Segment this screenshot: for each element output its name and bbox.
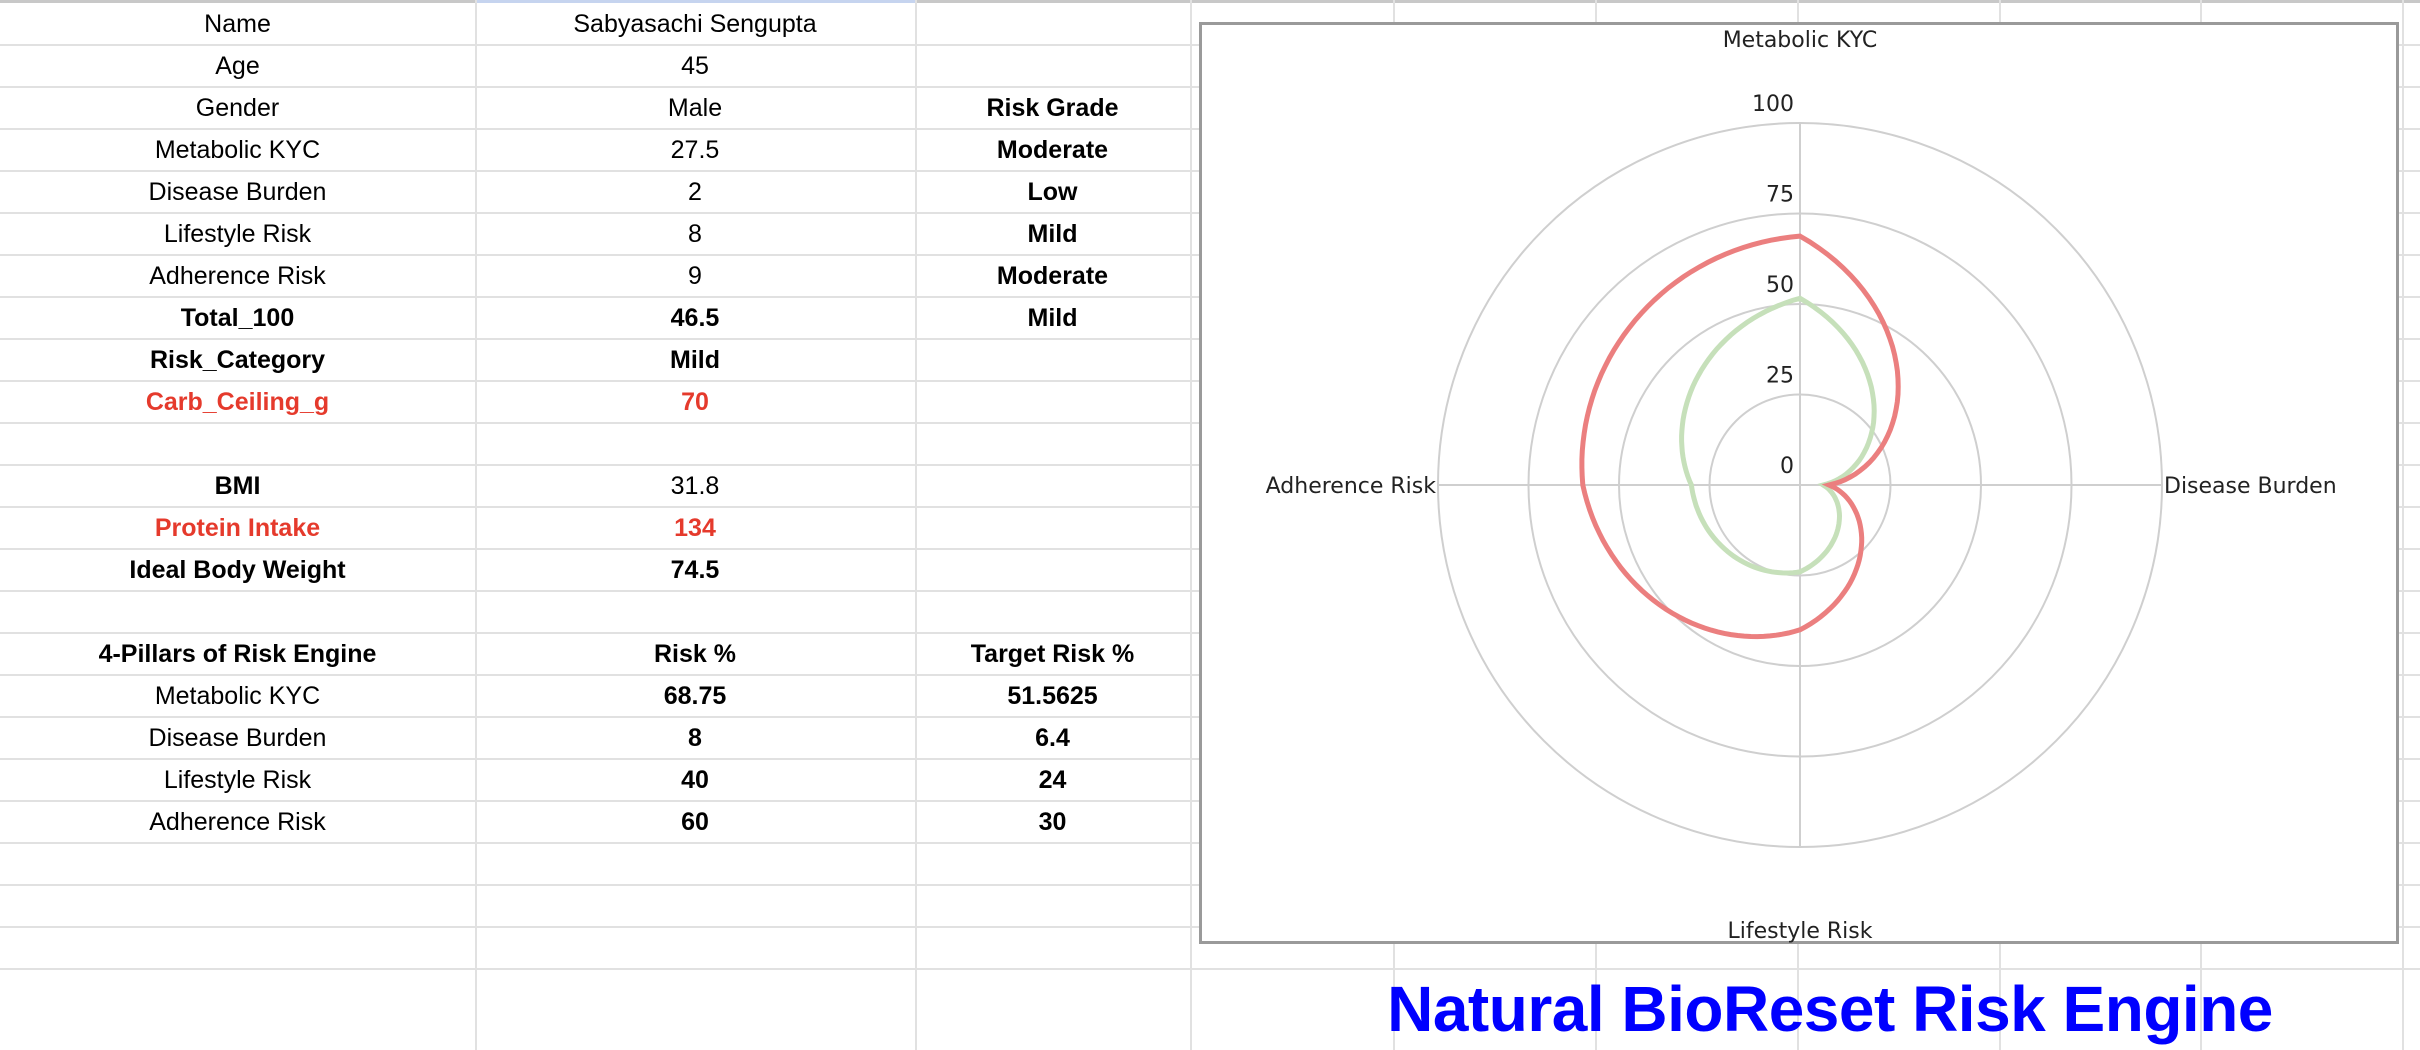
row-value[interactable]: 40 <box>681 765 709 794</box>
row-value[interactable] <box>475 423 915 465</box>
row-label[interactable]: Ideal Body Weight <box>129 555 346 584</box>
row-grade[interactable] <box>915 3 1190 45</box>
row-grade[interactable]: 30 <box>1038 807 1067 836</box>
row-label[interactable]: Metabolic KYC <box>154 681 321 710</box>
row-value[interactable]: 74.5 <box>670 555 720 584</box>
row-value[interactable]: 46.5 <box>670 303 720 332</box>
row-label[interactable]: Adherence Risk <box>149 807 326 836</box>
row-value[interactable]: Male <box>667 93 723 122</box>
row-label[interactable]: Protein Intake <box>154 513 321 542</box>
row-grade[interactable] <box>915 549 1190 591</box>
row-label[interactable]: Metabolic KYC <box>154 135 321 164</box>
row-value[interactable]: 9 <box>688 261 702 290</box>
row-grade[interactable]: 24 <box>1038 765 1067 794</box>
row-grade[interactable]: Moderate <box>996 135 1109 164</box>
row-grade[interactable]: 51.5625 <box>1007 681 1098 710</box>
row-value[interactable]: 8 <box>688 219 702 248</box>
column-divider <box>1190 0 1192 1050</box>
row-grade[interactable]: Target Risk % <box>970 639 1135 668</box>
row-value[interactable]: Sabyasachi Sengupta <box>573 9 817 38</box>
row-grade[interactable]: Mild <box>1027 219 1078 248</box>
row-value[interactable]: 134 <box>674 513 716 542</box>
row-value[interactable]: 60 <box>681 807 709 836</box>
row-label[interactable]: BMI <box>214 471 261 500</box>
row-label[interactable] <box>0 591 475 633</box>
row-value[interactable]: Risk % <box>654 639 736 668</box>
row-grade[interactable] <box>915 591 1190 633</box>
row-label[interactable]: Disease Burden <box>148 723 327 752</box>
row-value[interactable]: 8 <box>688 723 702 752</box>
row-label[interactable]: Carb_Ceiling_g <box>145 387 330 416</box>
row-value[interactable]: 68.75 <box>663 681 727 710</box>
row-grade[interactable] <box>915 339 1190 381</box>
row-divider <box>0 968 2420 970</box>
row-grade[interactable]: 6.4 <box>1035 723 1070 752</box>
row-label[interactable]: Name <box>204 9 271 38</box>
row-grade[interactable] <box>915 507 1190 549</box>
top-border <box>0 0 2420 3</box>
row-value[interactable]: 70 <box>681 387 709 416</box>
column-divider <box>915 0 917 1050</box>
row-label[interactable]: Total_100 <box>180 303 295 332</box>
row-grade[interactable]: Risk Grade <box>986 93 1119 122</box>
row-grade[interactable] <box>915 423 1190 465</box>
row-grade[interactable]: Mild <box>1027 303 1078 332</box>
radar-chart[interactable] <box>1199 22 2399 944</box>
row-grade[interactable]: Moderate <box>996 261 1109 290</box>
row-grade[interactable] <box>915 381 1190 423</box>
row-value[interactable]: 27.5 <box>670 135 720 164</box>
row-value[interactable]: 2 <box>688 177 702 206</box>
row-label[interactable]: 4-Pillars of Risk Engine <box>98 639 377 668</box>
row-grade[interactable] <box>915 45 1190 87</box>
row-label[interactable]: Adherence Risk <box>149 261 326 290</box>
row-label[interactable]: Gender <box>195 93 280 122</box>
column-divider <box>2402 0 2404 1050</box>
page-title: Natural BioReset Risk Engine <box>1387 973 2273 1045</box>
row-label[interactable]: Risk_Category <box>149 345 326 374</box>
column-divider <box>475 0 477 1050</box>
row-grade[interactable]: Low <box>1027 177 1078 206</box>
row-grade[interactable] <box>915 465 1190 507</box>
row-label[interactable]: Age <box>215 51 260 80</box>
row-value[interactable] <box>475 591 915 633</box>
row-value[interactable]: 45 <box>681 51 709 80</box>
row-label[interactable]: Lifestyle Risk <box>163 765 312 794</box>
row-value[interactable]: Mild <box>670 345 720 374</box>
selected-column-indicator <box>475 0 915 3</box>
row-value[interactable]: 31.8 <box>670 471 720 500</box>
row-label[interactable]: Disease Burden <box>148 177 327 206</box>
row-label[interactable]: Lifestyle Risk <box>163 219 312 248</box>
row-label[interactable] <box>0 423 475 465</box>
